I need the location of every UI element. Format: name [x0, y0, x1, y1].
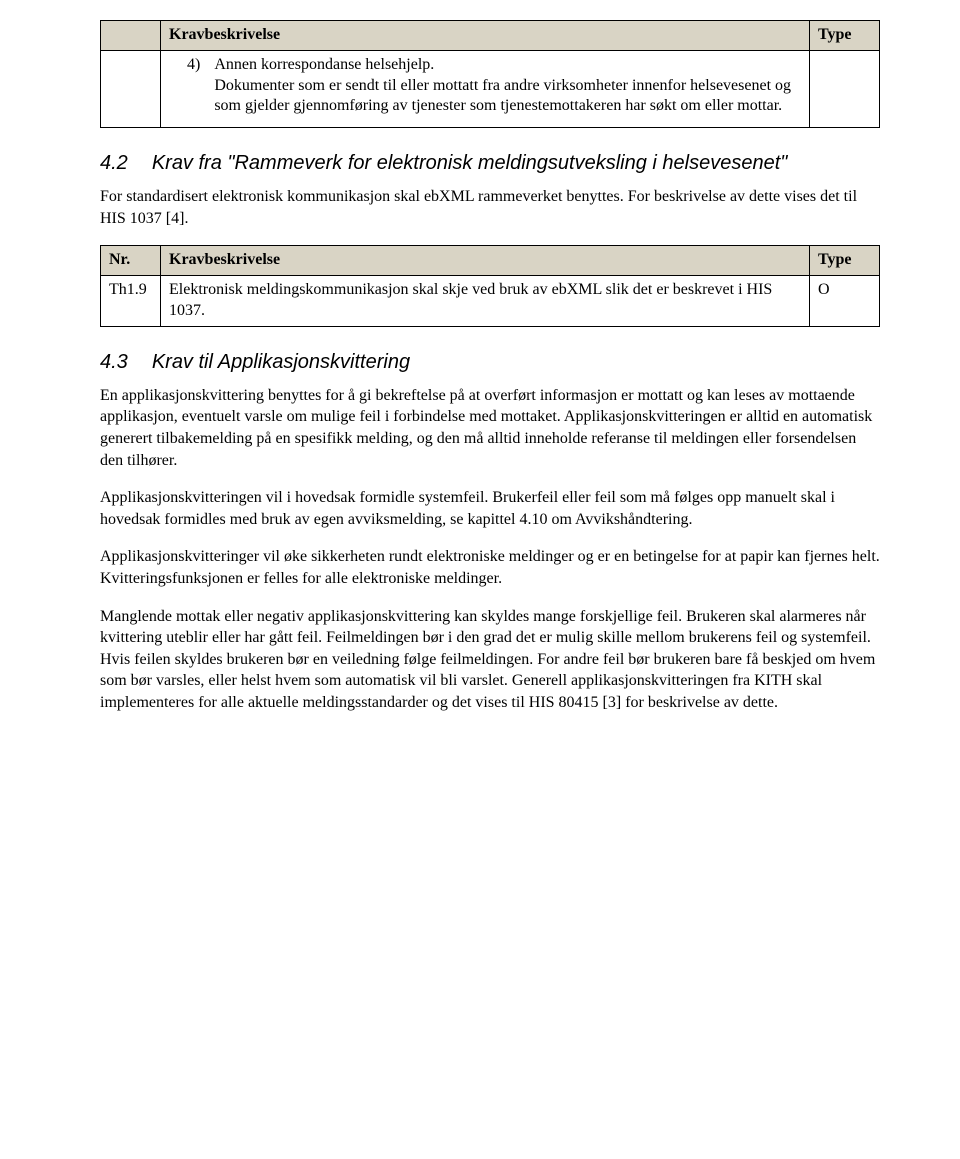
- table1-cell-type: [810, 50, 880, 127]
- table-row: 4) Annen korrespondanse helsehjelp. Doku…: [101, 50, 880, 127]
- table1-header-type: Type: [810, 21, 880, 51]
- table2-cell-desc: Elektronisk meldingskommunikasjon skal s…: [161, 276, 810, 327]
- section-4-3-p2: Applikasjonskvitteringen vil i hovedsak …: [100, 487, 880, 530]
- section-title: Krav fra "Rammeverk for elektronisk meld…: [152, 150, 880, 176]
- table1-cell-desc: 4) Annen korrespondanse helsehjelp. Doku…: [161, 50, 810, 127]
- section-number: 4.2: [100, 150, 128, 176]
- table2-header-krav: Kravbeskrivelse: [161, 246, 810, 276]
- table2-cell-nr: Th1.9: [101, 276, 161, 327]
- list-description: Dokumenter som er sendt til eller mottat…: [214, 77, 791, 115]
- table1-header-krav: Kravbeskrivelse: [161, 21, 810, 51]
- requirement-table-1: Kravbeskrivelse Type 4) Annen korrespond…: [100, 20, 880, 128]
- section-title: Krav til Applikasjonskvittering: [152, 349, 880, 375]
- section-4-3-heading: 4.3 Krav til Applikasjonskvittering: [100, 349, 880, 375]
- list-label: Annen korrespondanse helsehjelp.: [214, 56, 434, 73]
- table2-header-nr: Nr.: [101, 246, 161, 276]
- table2-header-type: Type: [810, 246, 880, 276]
- section-4-2-intro: For standardisert elektronisk kommunikas…: [100, 186, 880, 229]
- list-number: 4): [187, 55, 200, 117]
- section-4-3-p3: Applikasjonskvitteringer vil øke sikkerh…: [100, 546, 880, 589]
- table2-cell-type: O: [810, 276, 880, 327]
- section-4-2-heading: 4.2 Krav fra "Rammeverk for elektronisk …: [100, 150, 880, 176]
- section-number: 4.3: [100, 349, 128, 375]
- section-4-3-p4: Manglende mottak eller negativ applikasj…: [100, 606, 880, 714]
- table1-header-blank: [101, 21, 161, 51]
- section-4-3-p1: En applikasjonskvittering benyttes for å…: [100, 385, 880, 471]
- table1-cell-nr: [101, 50, 161, 127]
- table-row: Th1.9 Elektronisk meldingskommunikasjon …: [101, 276, 880, 327]
- requirement-table-2: Nr. Kravbeskrivelse Type Th1.9 Elektroni…: [100, 245, 880, 326]
